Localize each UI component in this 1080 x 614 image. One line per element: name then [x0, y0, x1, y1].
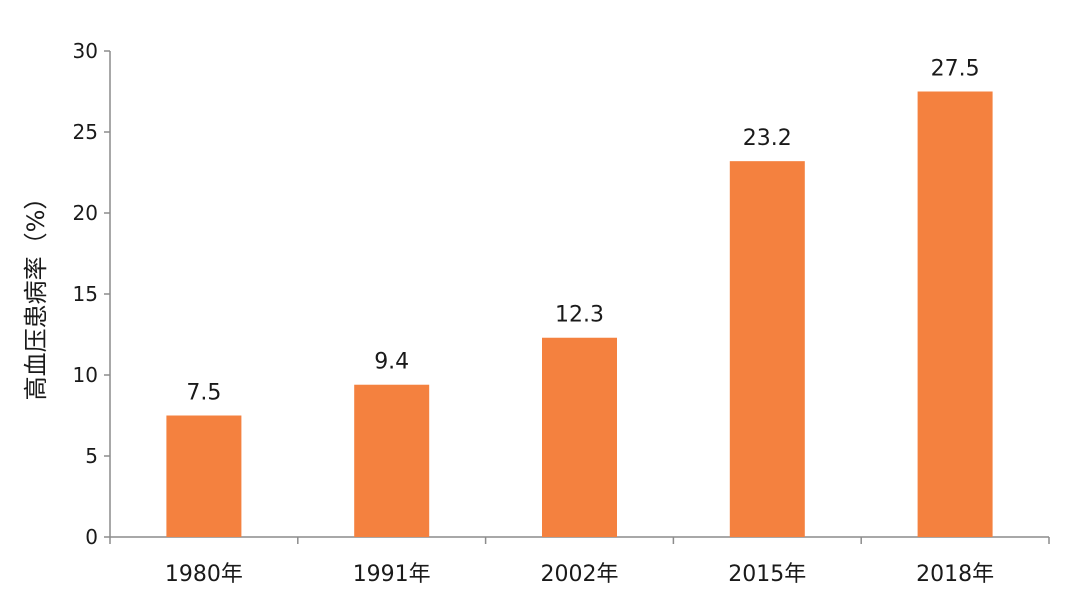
data-label: 27.5 — [931, 57, 980, 82]
y-tick-label: 30 — [73, 39, 98, 63]
data-label: 12.3 — [555, 303, 604, 328]
data-label: 7.5 — [186, 381, 221, 406]
bar — [166, 415, 242, 537]
x-tick-label: 2002年 — [541, 562, 619, 587]
y-axis-title: 高血压患病率（%） — [22, 186, 50, 401]
bar — [542, 337, 617, 537]
y-tick-label: 15 — [73, 282, 98, 306]
y-axis: 0 5 10 15 20 25 30 — [73, 39, 111, 549]
x-tick-label: 1980年 — [165, 562, 243, 587]
y-tick-label: 20 — [73, 201, 98, 225]
x-axis: 1980年 1991年 2002年 2015年 2018年 — [109, 536, 1050, 587]
bar — [729, 161, 805, 537]
y-tick-label: 10 — [73, 363, 98, 387]
x-tick-label: 2015年 — [728, 562, 806, 587]
x-tick-label: 1991年 — [353, 562, 431, 587]
x-tick-label: 2018年 — [916, 562, 994, 587]
bar — [354, 384, 430, 537]
data-label: 9.4 — [374, 350, 409, 375]
bars: 7.5 9.4 12.3 23.2 27.5 — [166, 57, 993, 537]
y-tick-label: 25 — [73, 120, 98, 144]
y-tick-label: 0 — [85, 525, 98, 549]
bar — [917, 91, 993, 537]
data-label: 23.2 — [743, 126, 792, 151]
y-tick-label: 5 — [85, 444, 98, 468]
